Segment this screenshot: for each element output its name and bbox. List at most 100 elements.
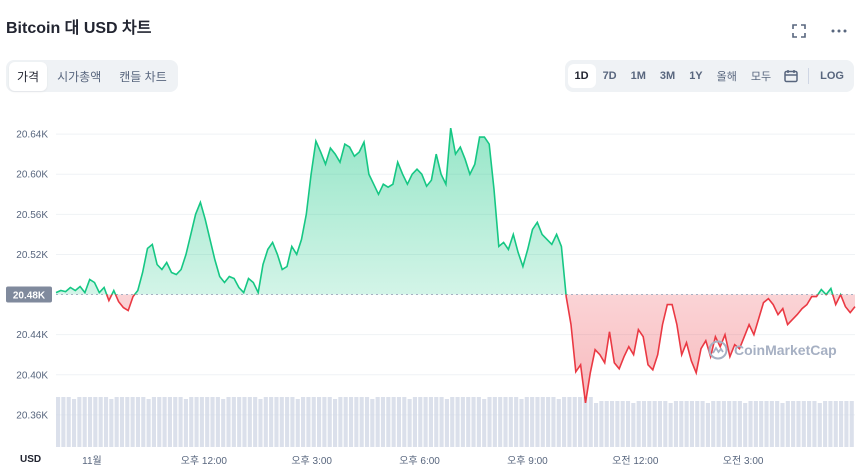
volume-bar (812, 401, 817, 447)
volume-bar (849, 401, 854, 447)
volume-bar (103, 397, 109, 447)
y-tick-label: 20.56K (16, 210, 48, 221)
volume-bar (396, 397, 402, 447)
volume-bar (66, 397, 71, 447)
volume-bar (178, 397, 183, 447)
volume-bar (434, 397, 439, 447)
volume-bar (631, 403, 636, 447)
volume-bar (748, 401, 753, 447)
volume-bar (562, 397, 567, 447)
volume-bar (785, 401, 790, 447)
volume-bar (247, 397, 252, 447)
tab-candle-chart[interactable]: 캔들 차트 (119, 69, 167, 84)
volume-bar (290, 397, 295, 447)
volume-bar (844, 401, 849, 447)
volume-bar (370, 399, 375, 447)
page-title: Bitcoin 대 USD 차트 (6, 20, 152, 37)
volume-bar (556, 399, 561, 447)
volume-bar (641, 401, 647, 447)
volume-bar (727, 401, 732, 447)
volume-bar (332, 399, 338, 447)
price-chart[interactable]: 20.64K 20.60K 20.56K 20.52K 20.44K 20.40K 20.3… (0, 100, 860, 472)
x-axis: 11월 오후 12:00 오후 3:00 오후 6:00 오후 9:00 오전 12:00… (82, 455, 764, 467)
volume-bar (359, 397, 364, 447)
volume-bar (386, 397, 391, 447)
volume-bar (673, 401, 679, 447)
y-tick-label: 20.40K (16, 370, 48, 381)
volume-bar (466, 397, 471, 447)
calendar-icon[interactable] (778, 69, 804, 83)
volume-bar (258, 399, 263, 447)
volume-bar (311, 397, 316, 447)
fullscreen-icon[interactable] (790, 22, 808, 40)
volume-bar (199, 397, 204, 447)
volume-bar (119, 397, 125, 447)
volume-bar (263, 397, 268, 447)
volume-bar (274, 397, 279, 447)
baseline-label: 20.48K (13, 291, 46, 302)
x-tick-label: 오후 12:00 (181, 455, 228, 467)
more-icon[interactable] (830, 22, 848, 40)
volume-bar (338, 397, 343, 447)
volume-bar (455, 397, 460, 447)
volume-bar (578, 397, 583, 447)
volume-bar (56, 397, 61, 447)
range-7d[interactable]: 7D (602, 70, 617, 82)
volume-bar (343, 397, 348, 447)
log-toggle[interactable]: LOG (820, 70, 844, 82)
volume-bar (615, 401, 620, 447)
volume-bar (508, 397, 513, 447)
volume-bar (125, 397, 130, 447)
volume-bar (567, 397, 572, 447)
time-range-tabs: 1D 7D 1M 3M 1Y 올해 모두 LOG (564, 60, 854, 92)
volume-bar (242, 397, 247, 447)
chart-type-tabs: 가격 시가총액 캔들 차트 (6, 60, 178, 92)
volume-bar (620, 401, 625, 447)
volume-bar (301, 397, 306, 447)
range-1y[interactable]: 1Y (689, 70, 703, 82)
price-area (56, 128, 855, 403)
range-1m[interactable]: 1M (630, 70, 646, 82)
range-1d[interactable]: 1D (567, 64, 596, 88)
volume-bar (764, 401, 769, 447)
volume-bar (705, 403, 710, 447)
volume-bar (780, 403, 785, 447)
volume-bar (215, 397, 220, 447)
volume-bar (828, 401, 833, 447)
volume-bar (519, 399, 524, 447)
tab-market-cap[interactable]: 시가총액 (57, 69, 102, 84)
volume-bar (418, 397, 423, 447)
volume-bar (354, 397, 359, 447)
baseline-label-bg (6, 286, 52, 303)
volume-bar (546, 397, 551, 447)
range-all[interactable]: 모두 (750, 71, 772, 83)
range-3m[interactable]: 3M (659, 70, 676, 82)
volume-bar (769, 401, 774, 447)
volume-bar (476, 397, 481, 447)
range-ytd[interactable]: 올해 (716, 71, 737, 83)
volume-bar (759, 401, 764, 447)
volume-bar (636, 401, 641, 447)
area-below-baseline (56, 294, 855, 403)
top-icons (790, 22, 848, 40)
volume-bar (791, 401, 796, 447)
volume-bar (93, 397, 98, 447)
volume-bar (503, 397, 508, 447)
volume-bar (599, 401, 604, 447)
volume-bar (439, 397, 444, 447)
volume-bar (173, 397, 178, 447)
volume-bar (327, 397, 332, 447)
volume-bar (82, 397, 87, 447)
volume-bar (285, 397, 290, 447)
volume-bar (753, 401, 758, 447)
volume-bar (551, 397, 556, 447)
volume-bar (721, 401, 726, 447)
volume-bar (737, 401, 742, 447)
volume-bar (375, 397, 380, 447)
tab-price[interactable]: 가격 (9, 61, 48, 91)
y-tick-label: 20.44K (16, 330, 48, 341)
volume-bar (412, 397, 418, 447)
volume-bar (157, 397, 162, 447)
volume-bar (428, 397, 433, 447)
volume-bar (237, 397, 242, 447)
